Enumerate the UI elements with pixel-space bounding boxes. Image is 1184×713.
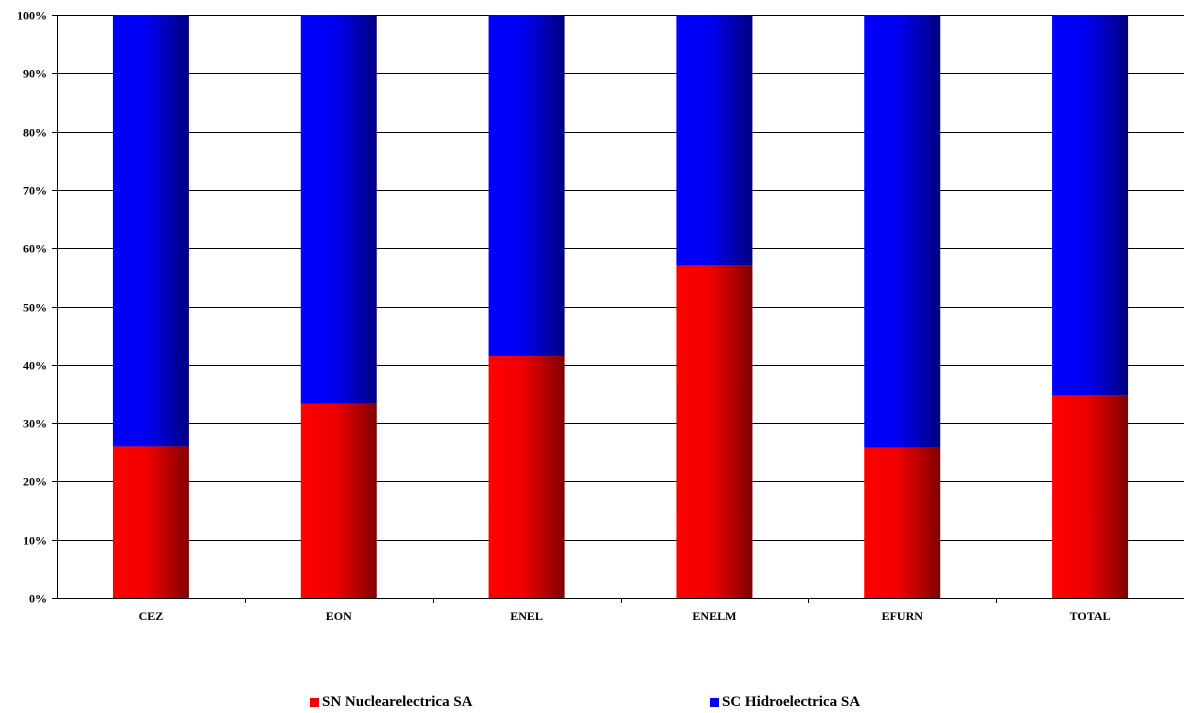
y-tick-label: 100% [17, 9, 47, 23]
bar-segment-total-nuclear [1052, 395, 1129, 598]
y-tick-label: 90% [23, 67, 47, 81]
bar-segment-enel-nuclear [488, 356, 565, 598]
legend-label-nuclear: SN Nuclearelectrica SA [322, 694, 473, 710]
bar-segment-total-hydro [1052, 15, 1129, 396]
legend-swatch-nuclear [310, 698, 319, 707]
x-tick-label: ENELM [692, 609, 736, 623]
bar-segment-cez-nuclear [112, 446, 189, 598]
x-tick-label: EFURN [882, 609, 924, 623]
x-tick-labels: CEZ EON ENEL ENELM EFURN TOTAL [139, 609, 1111, 623]
bar-segment-cez-hydro [112, 15, 189, 447]
y-tick-label: 0% [29, 592, 47, 606]
y-tick-label: 80% [23, 126, 47, 140]
y-tick-label: 50% [23, 301, 47, 315]
bar-segment-enelm-hydro [676, 15, 753, 266]
bars [112, 15, 1129, 598]
x-tick-label: CEZ [139, 609, 164, 623]
bar-segment-efurn-nuclear [864, 447, 941, 598]
y-tick-label: 30% [23, 417, 47, 431]
y-tick-label: 70% [23, 184, 47, 198]
x-tick-label: ENEL [510, 609, 543, 623]
x-tick-label: TOTAL [1070, 609, 1111, 623]
bar-segment-eon-hydro [300, 15, 377, 404]
bar-segment-enelm-nuclear [676, 265, 753, 598]
legend-swatch-hydro [710, 698, 719, 707]
bar-segment-eon-nuclear [300, 403, 377, 598]
legend-item-nuclear: SN Nuclearelectrica SA [310, 694, 473, 711]
y-tick-labels: 0% 10% 20% 30% 40% 50% 60% 70% 80% 90% 100% [17, 9, 47, 606]
bar-segment-enel-hydro [488, 15, 565, 357]
legend-item-hydro: SC Hidroelectrica SA [710, 694, 860, 711]
axes [52, 15, 1184, 603]
x-tick-label: EON [326, 609, 352, 623]
y-tick-label: 20% [23, 475, 47, 489]
gridlines [57, 15, 1184, 599]
bar-segment-efurn-hydro [864, 15, 941, 448]
legend-label-hydro: SC Hidroelectrica SA [722, 694, 861, 710]
y-tick-label: 40% [23, 359, 47, 373]
y-tick-label: 10% [23, 534, 47, 548]
y-tick-label: 60% [23, 242, 47, 256]
